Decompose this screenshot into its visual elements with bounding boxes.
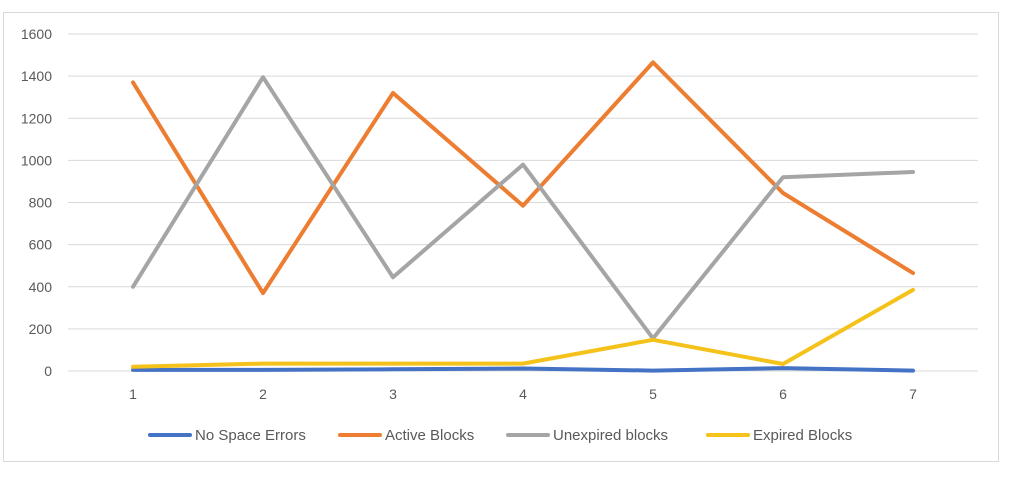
legend: No Space Errors Active Blocks Unexpired bl…: [148, 427, 852, 444]
chart-frame: [3, 12, 999, 462]
legend-label: No Space Errors: [195, 427, 306, 444]
legend-label: Expired Blocks: [753, 427, 852, 444]
x-tick-label: 1: [129, 386, 137, 402]
legend-label: Unexpired blocks: [553, 427, 668, 444]
legend-label: Active Blocks: [385, 427, 474, 444]
x-tick-label: 7: [909, 386, 917, 402]
series-lines: [131, 60, 915, 373]
y-tick-label: 400: [29, 279, 53, 295]
y-tick-label: 1000: [21, 152, 52, 168]
x-tick-label: 5: [649, 386, 657, 402]
x-axis-tick-labels: 1 2 3 4 5 6 7: [129, 386, 917, 402]
series-line-active-blocks: [131, 60, 915, 296]
series-line-unexpired-blocks: [131, 75, 915, 341]
y-tick-label: 800: [29, 195, 53, 211]
x-tick-label: 4: [519, 386, 527, 402]
x-tick-label: 6: [779, 386, 787, 402]
y-tick-label: 1400: [21, 68, 52, 84]
x-tick-label: 3: [389, 386, 397, 402]
y-axis-tick-labels: 0 200 400 600 800 1000 1200 1400 1600: [21, 26, 52, 379]
series-line-expired-blocks: [131, 287, 915, 369]
y-tick-label: 600: [29, 237, 53, 253]
y-tick-label: 0: [44, 363, 52, 379]
y-tick-label: 1200: [21, 110, 52, 126]
y-tick-label: 200: [29, 321, 53, 337]
gridlines: [68, 33, 978, 372]
x-tick-label: 2: [259, 386, 267, 402]
y-tick-label: 1600: [21, 26, 52, 42]
series-line-no-space-errors: [131, 366, 915, 373]
